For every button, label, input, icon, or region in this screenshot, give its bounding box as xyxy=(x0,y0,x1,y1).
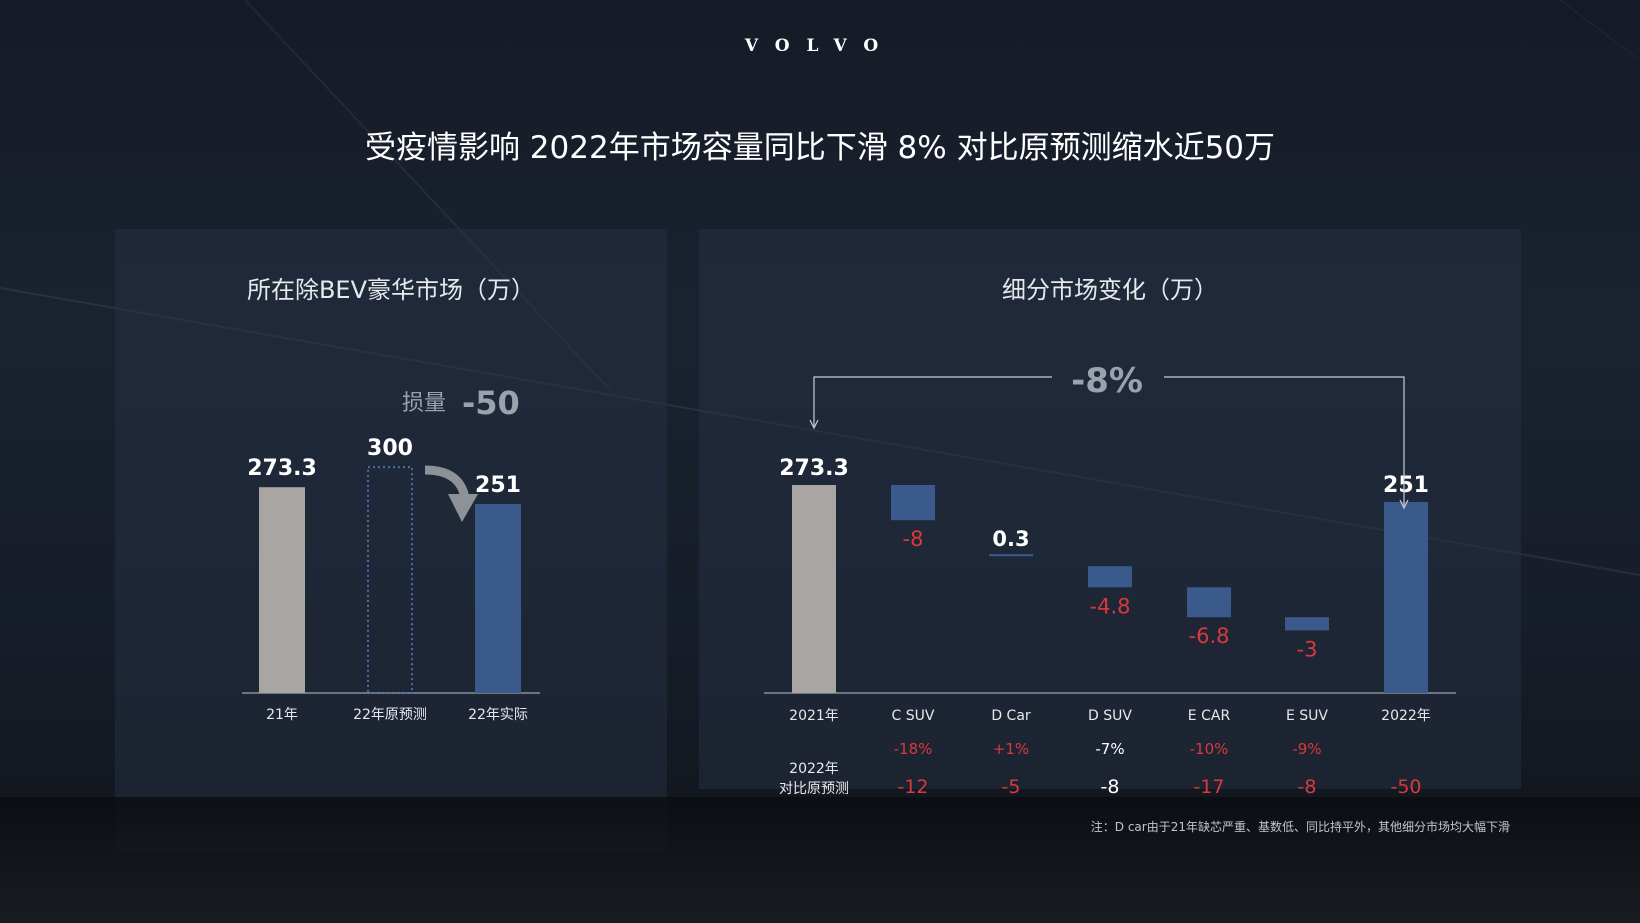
bar-3 xyxy=(1088,566,1132,588)
yoy-pct-5: -9% xyxy=(1292,740,1321,758)
page-headline: 受疫情影响 2022年市场容量同比下滑 8% 对比原预测缩水近50万 xyxy=(364,130,1276,166)
category-label-1: 22年原预测 xyxy=(353,707,427,723)
category-label-2: D Car xyxy=(991,708,1031,724)
value-label-1: 300 xyxy=(367,436,413,461)
bracket-right-arrow-icon xyxy=(1399,499,1409,510)
yoy-pct-3: -7% xyxy=(1095,740,1124,758)
category-label-3: D SUV xyxy=(1088,708,1132,724)
category-label-0: 2021年 xyxy=(789,708,839,724)
vs-forecast-6: -50 xyxy=(1390,776,1421,798)
left-chart-title: 所在除BEV豪华市场（万） xyxy=(246,276,536,304)
left-chart-panel xyxy=(115,229,667,851)
yoy-pct-4: -10% xyxy=(1190,740,1229,758)
vs-forecast-3: -8 xyxy=(1101,776,1120,798)
category-label-0: 21年 xyxy=(266,707,298,723)
footnote: 注：D car由于21年缺芯严重、基数低、同比持平外，其他细分市场均大幅下滑 xyxy=(1090,820,1510,834)
loss-annotation-label: 损量 xyxy=(402,391,446,416)
bar-5 xyxy=(1285,617,1329,631)
bar-1 xyxy=(367,466,413,694)
vs-forecast-row-label-1: 2022年 xyxy=(789,761,839,777)
total-change-label: -8% xyxy=(1071,361,1143,401)
loss-arrowhead-icon xyxy=(448,494,478,522)
category-label-6: 2022年 xyxy=(1381,708,1431,724)
bracket-left-line xyxy=(813,376,1052,426)
bar-2 xyxy=(989,554,1033,557)
vs-forecast-2: -5 xyxy=(1002,776,1021,798)
value-label-1: -8 xyxy=(903,527,924,551)
bar-2 xyxy=(475,503,521,693)
vs-forecast-row-label-2: 对比原预测 xyxy=(779,781,849,797)
bracket-right-line xyxy=(1164,376,1405,506)
value-label-6: 251 xyxy=(1383,473,1429,498)
value-label-3: -4.8 xyxy=(1090,594,1131,618)
bar-0 xyxy=(792,485,836,693)
volvo-logo: VOLVO xyxy=(744,36,896,56)
right-chart-title: 细分市场变化（万） xyxy=(1002,276,1218,304)
vs-forecast-1: -12 xyxy=(897,776,928,798)
value-label-2: 251 xyxy=(475,473,521,498)
bar-1 xyxy=(891,485,935,521)
bar-6 xyxy=(1384,501,1428,693)
loss-arrow-icon xyxy=(424,465,470,500)
bar-4 xyxy=(1187,587,1231,618)
category-label-1: C SUV xyxy=(892,708,935,724)
footer-band xyxy=(0,797,1640,923)
value-label-5: -3 xyxy=(1297,637,1318,661)
value-label-0: 273.3 xyxy=(247,456,317,481)
bar-0 xyxy=(259,487,305,693)
category-label-4: E CAR xyxy=(1188,708,1231,724)
bracket-left-arrow-icon xyxy=(809,419,819,430)
category-label-2: 22年实际 xyxy=(468,707,528,723)
yoy-pct-2: +1% xyxy=(993,740,1029,758)
value-label-2: 0.3 xyxy=(992,527,1029,551)
category-label-5: E SUV xyxy=(1286,708,1328,724)
vs-forecast-4: -17 xyxy=(1193,776,1224,798)
yoy-pct-1: -18% xyxy=(894,740,933,758)
value-label-0: 273.3 xyxy=(779,456,849,481)
vs-forecast-5: -8 xyxy=(1298,776,1317,798)
loss-annotation-value: -50 xyxy=(462,384,520,422)
value-label-4: -6.8 xyxy=(1189,624,1230,648)
